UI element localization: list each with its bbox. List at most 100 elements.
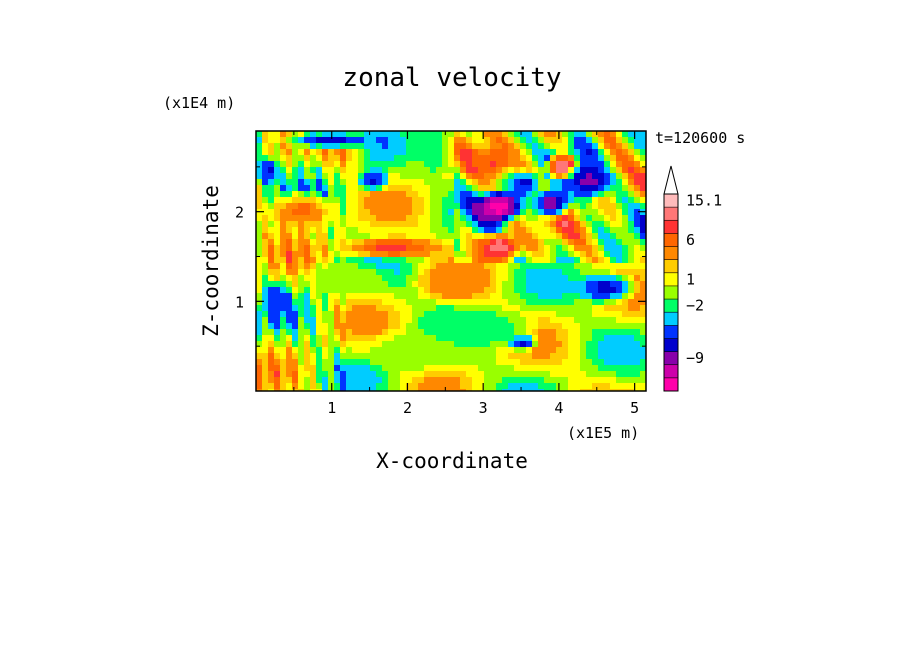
field-cell	[382, 359, 389, 366]
field-cell	[556, 173, 563, 180]
field-cell	[286, 251, 293, 258]
field-cell	[490, 263, 497, 270]
field-cell	[640, 215, 647, 222]
field-cell	[628, 215, 635, 222]
field-cell	[466, 209, 473, 216]
field-cell	[640, 281, 647, 288]
field-cell	[604, 323, 611, 330]
field-cell	[562, 275, 569, 282]
field-cell	[256, 257, 263, 264]
field-cell	[292, 371, 299, 378]
colorbar-extend-arrow	[663, 165, 679, 195]
field-cell	[352, 155, 359, 162]
field-cell	[604, 257, 611, 264]
field-cell	[478, 209, 485, 216]
field-cell	[640, 239, 647, 246]
field-cell	[406, 221, 413, 228]
field-cell	[514, 161, 521, 168]
field-cell	[556, 329, 563, 336]
field-cell	[490, 179, 497, 186]
field-cell	[304, 143, 311, 150]
field-cell	[346, 353, 353, 360]
field-cell	[340, 263, 347, 270]
field-cell	[430, 269, 437, 276]
field-cell	[268, 293, 275, 300]
field-cell	[496, 191, 503, 198]
field-cell	[268, 131, 275, 138]
field-cell	[412, 137, 419, 144]
field-cell	[478, 233, 485, 240]
field-cell	[328, 323, 335, 330]
field-cell	[490, 323, 497, 330]
field-cell	[562, 335, 569, 342]
field-cell	[484, 251, 491, 258]
field-cell	[304, 197, 311, 204]
field-cell	[520, 245, 527, 252]
field-cell	[436, 167, 443, 174]
field-cell	[598, 353, 605, 360]
field-cell	[538, 347, 545, 354]
field-cell	[286, 365, 293, 372]
field-cell	[556, 353, 563, 360]
field-cell	[598, 305, 605, 312]
field-cell	[550, 269, 557, 276]
field-cell	[340, 167, 347, 174]
field-cell	[316, 359, 323, 366]
field-cell	[460, 377, 467, 384]
field-cell	[328, 251, 335, 258]
field-cell	[340, 191, 347, 198]
field-cell	[460, 353, 467, 360]
field-cell	[550, 287, 557, 294]
field-cell	[280, 353, 287, 360]
field-cell	[574, 323, 581, 330]
field-cell	[424, 179, 431, 186]
field-cell	[316, 245, 323, 252]
field-cell	[298, 173, 305, 180]
field-cell	[478, 251, 485, 258]
field-cell	[460, 221, 467, 228]
field-cell	[520, 347, 527, 354]
field-cell	[508, 323, 515, 330]
field-cell	[262, 359, 269, 366]
field-cell	[412, 167, 419, 174]
field-cell	[316, 347, 323, 354]
field-cell	[610, 155, 617, 162]
field-cell	[424, 275, 431, 282]
field-cell	[298, 221, 305, 228]
field-cell	[352, 377, 359, 384]
field-cell	[508, 365, 515, 372]
field-cell	[418, 251, 425, 258]
field-cell	[460, 329, 467, 336]
field-cell	[340, 137, 347, 144]
field-cell	[640, 377, 647, 384]
field-cell	[262, 191, 269, 198]
field-cell	[388, 251, 395, 258]
field-cell	[370, 323, 377, 330]
field-cell	[496, 311, 503, 318]
field-cell	[298, 209, 305, 216]
field-cell	[586, 239, 593, 246]
field-cell	[598, 185, 605, 192]
field-cell	[550, 221, 557, 228]
field-cell	[610, 365, 617, 372]
field-cell	[400, 197, 407, 204]
field-cell	[538, 179, 545, 186]
field-cell	[592, 251, 599, 258]
field-cell	[448, 143, 455, 150]
field-cell	[256, 149, 263, 156]
field-cell	[310, 251, 317, 258]
field-cell	[274, 185, 281, 192]
field-cell	[322, 335, 329, 342]
field-cell	[376, 215, 383, 222]
field-cell	[418, 293, 425, 300]
field-cell	[436, 155, 443, 162]
field-cell	[262, 293, 269, 300]
field-cell	[334, 341, 341, 348]
field-cell	[622, 179, 629, 186]
field-cell	[376, 179, 383, 186]
field-cell	[592, 311, 599, 318]
field-cell	[352, 269, 359, 276]
field-cell	[322, 185, 329, 192]
field-cell	[448, 311, 455, 318]
field-cell	[454, 311, 461, 318]
